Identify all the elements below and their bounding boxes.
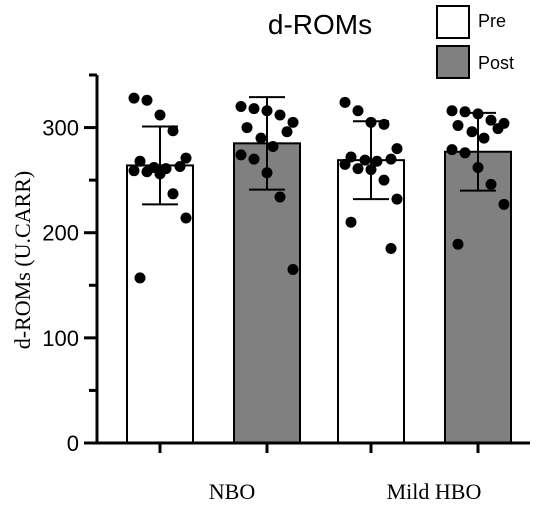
x-group-label: NBO xyxy=(209,479,255,504)
data-point xyxy=(371,155,383,167)
data-point xyxy=(287,264,299,276)
data-point xyxy=(385,153,397,165)
data-point xyxy=(452,119,464,131)
data-point xyxy=(167,125,179,137)
data-point xyxy=(446,105,458,117)
data-point xyxy=(385,242,397,254)
data-point xyxy=(345,216,357,228)
legend-swatch-post xyxy=(436,45,470,79)
y-tick-label: 0 xyxy=(67,431,79,456)
data-point xyxy=(466,126,478,138)
x-group-label: Mild HBO xyxy=(387,479,482,504)
data-point xyxy=(248,153,260,165)
data-point xyxy=(345,151,357,163)
data-point xyxy=(134,155,146,167)
data-point xyxy=(459,106,471,118)
data-point xyxy=(478,132,490,144)
data-point xyxy=(352,163,364,175)
data-point xyxy=(378,174,390,186)
data-point xyxy=(365,116,377,128)
data-point xyxy=(498,198,510,210)
data-point xyxy=(472,162,484,174)
data-point xyxy=(261,167,273,179)
data-point xyxy=(154,109,166,121)
y-axis-label: d-ROMs (U.CARR) xyxy=(10,171,35,349)
plot-area: 0 100 200 300 NBO Mild HBO xyxy=(42,73,530,504)
data-point xyxy=(485,178,497,190)
data-point xyxy=(287,116,299,128)
data-point xyxy=(267,140,279,152)
legend-swatch-pre xyxy=(436,5,470,39)
data-point xyxy=(128,92,140,104)
legend: Pre Post xyxy=(436,5,514,79)
data-point xyxy=(167,188,179,200)
y-tick-label: 100 xyxy=(42,326,79,351)
data-point xyxy=(241,122,253,134)
data-point xyxy=(452,238,464,250)
data-point xyxy=(261,105,273,117)
data-point xyxy=(472,108,484,120)
data-point xyxy=(154,168,166,180)
data-point xyxy=(365,164,377,176)
data-point xyxy=(446,144,458,156)
data-point xyxy=(235,101,247,113)
data-point xyxy=(339,158,351,170)
legend-label-pre: Pre xyxy=(478,11,506,31)
chart-title: d-ROMs xyxy=(268,9,372,40)
data-point xyxy=(134,272,146,284)
bar-nbo-pre xyxy=(126,164,194,444)
y-tick-label: 200 xyxy=(42,221,79,246)
data-point xyxy=(391,193,403,205)
data-point xyxy=(180,152,192,164)
legend-label-post: Post xyxy=(478,53,514,73)
data-point xyxy=(339,96,351,108)
data-point xyxy=(274,109,286,121)
data-point xyxy=(359,154,371,166)
data-point xyxy=(485,114,497,126)
bar-nbo-post xyxy=(233,142,301,444)
data-point xyxy=(174,160,186,172)
data-point xyxy=(352,105,364,117)
y-tick-label: 300 xyxy=(42,116,79,141)
data-point xyxy=(378,118,390,130)
data-point xyxy=(492,123,504,135)
data-point xyxy=(274,191,286,203)
data-point xyxy=(248,103,260,115)
bar-mild-hbo-pre xyxy=(337,159,405,444)
data-point xyxy=(141,94,153,106)
data-point xyxy=(281,126,293,138)
data-point xyxy=(141,166,153,178)
data-point xyxy=(180,212,192,224)
data-point xyxy=(235,149,247,161)
data-point xyxy=(255,132,267,144)
data-point xyxy=(459,147,471,159)
data-point xyxy=(391,143,403,155)
bar-mild-hbo-post xyxy=(444,150,512,445)
data-point xyxy=(128,165,140,177)
